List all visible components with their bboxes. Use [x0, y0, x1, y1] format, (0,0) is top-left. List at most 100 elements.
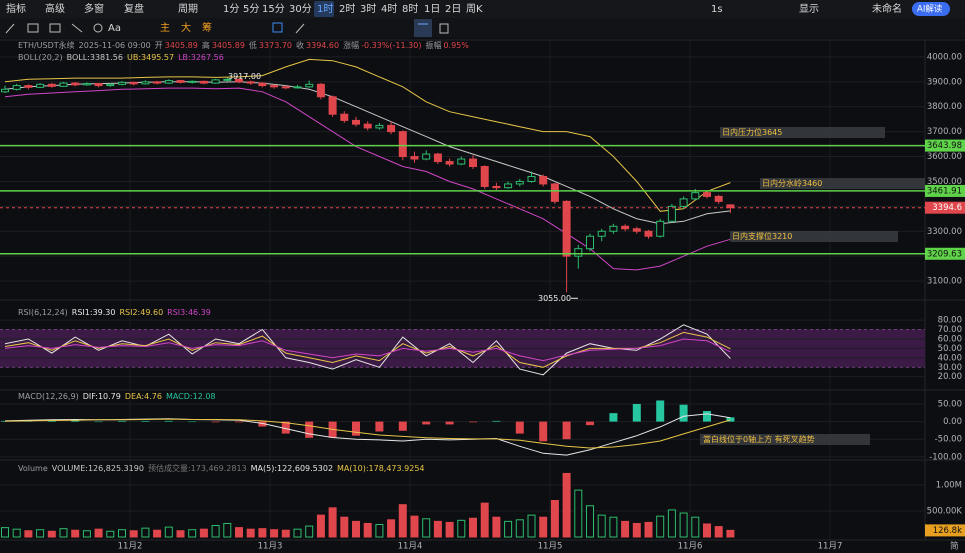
toolbar-item[interactable]: 5分 [243, 3, 259, 15]
toolbar-item[interactable]: 1时 [317, 3, 333, 15]
icon-pen[interactable] [295, 23, 305, 34]
toolbar-item[interactable]: 复盘 [124, 2, 144, 15]
icon-channel[interactable] [49, 23, 61, 33]
volume-bar [433, 520, 442, 538]
volume-bar [118, 529, 126, 538]
toolbar-item[interactable]: 1日 [424, 4, 440, 15]
text-tool[interactable]: Aa [108, 23, 121, 34]
mode[interactable]: 主 [160, 22, 170, 34]
y-tick-label: 3700.00 [927, 127, 962, 137]
toolbar-item[interactable]: 30分 [289, 3, 312, 15]
macd-bar [632, 403, 641, 422]
toolbar-item[interactable]: 1分 [223, 3, 239, 15]
volume-bar [164, 526, 173, 538]
candle-body [375, 124, 384, 129]
candle-body [176, 80, 185, 83]
info-label: 低 [249, 40, 257, 50]
icon-trash[interactable] [439, 23, 449, 34]
volume-bar [644, 521, 653, 538]
candle-body [199, 80, 208, 84]
toolbar-item[interactable]: 周期 [178, 3, 198, 15]
y-tick-label: 20.00 [938, 372, 962, 382]
info-label: 收 [296, 40, 304, 50]
candle-body [691, 192, 700, 200]
volume-bar [106, 530, 115, 538]
toolbar-item[interactable]: 多窗 [84, 2, 104, 15]
candle-body [340, 113, 349, 121]
volume-bar [340, 516, 349, 538]
level-label: 3394.6 [932, 203, 962, 213]
icon-active[interactable] [414, 19, 432, 37]
x-tick-label: 11月3 [258, 542, 283, 552]
x-tick-label: 11月4 [398, 542, 423, 552]
volume-bar [24, 530, 33, 538]
icon-shape[interactable] [93, 23, 103, 33]
x-tick-label: 11月6 [678, 542, 703, 552]
toolbar-right-item[interactable]: 未命名 [872, 2, 902, 15]
info-value: 3405.89 [212, 41, 245, 50]
info-value: 3373.70 [259, 41, 292, 50]
level-tag [925, 184, 965, 197]
toolbar-item[interactable]: 8时 [402, 3, 418, 15]
icon-line[interactable] [5, 23, 15, 34]
volume-bar [480, 502, 489, 538]
volume-bar [527, 514, 536, 538]
toolbar-item[interactable]: 2日 [445, 4, 461, 15]
info-value: 3394.60 [306, 41, 339, 50]
candle-body [422, 153, 431, 160]
toolbar-right-item[interactable]: 显示 [799, 3, 819, 15]
macd-bar [609, 413, 618, 422]
mode[interactable]: 大 [181, 21, 191, 34]
candle-body [281, 86, 290, 89]
rsi-header: RSI(6,12,24) RSI1:39.30 RSI2:49.60 RSI3:46.… [18, 308, 211, 317]
toolbar-right-item[interactable]: 1s [711, 4, 723, 15]
volume-bar [47, 530, 56, 538]
candle-body [258, 82, 267, 87]
toolbar-item[interactable]: 高级 [45, 2, 65, 15]
y-tick-label: 50.00 [938, 399, 962, 409]
toolbar-item[interactable]: 4时 [381, 3, 397, 15]
icon-fib[interactable] [71, 23, 83, 33]
candle-body [223, 78, 232, 81]
icon-cursor[interactable] [272, 22, 283, 33]
candle-body [305, 83, 314, 88]
indicator-line: BOLL(20,2) BOLL:3381.56 UB:3495.57 LB:3267.… [18, 53, 224, 62]
candle-body [47, 83, 56, 87]
candle-body [656, 220, 665, 237]
volume-bar [679, 512, 688, 538]
volume-bar [398, 504, 407, 538]
toolbar-item[interactable]: 周K [466, 3, 483, 15]
candle-body [235, 78, 243, 83]
candle-body [71, 82, 80, 86]
macd-bar [422, 421, 431, 425]
mode[interactable]: 筹 [202, 21, 212, 34]
candle-body [363, 123, 372, 129]
toolbar-item[interactable]: 2时 [339, 3, 355, 15]
macd-bar [258, 421, 267, 427]
rsi-title: RSI(6,12,24) [18, 308, 68, 317]
toolbar-item[interactable]: 指标 [6, 2, 26, 15]
active-interval [314, 1, 334, 17]
series-line [4, 58, 731, 212]
toolbar-item[interactable]: 15分 [262, 3, 285, 15]
legend-entry: MACD:12.08 [166, 392, 216, 401]
macd-header: MACD(12,26,9) DIF:10.79 DEA:4.76 MACD:12.08 [18, 392, 216, 401]
max-label: 3917.00 [228, 72, 261, 81]
volume-bar [94, 528, 103, 538]
volume-bar [176, 530, 185, 538]
ai-button[interactable] [912, 2, 950, 16]
info-label: 振幅 [425, 40, 441, 50]
info-value: -0.33%(-11.30) [361, 41, 421, 50]
last-volume-label: 126.8k [933, 526, 962, 536]
macd-bar [141, 420, 150, 422]
volume-bar [703, 523, 711, 538]
y-tick-label: 80.00 [938, 316, 962, 326]
y-tick-label: 3900.00 [927, 77, 962, 87]
toolbar-item[interactable]: 3时 [360, 3, 376, 15]
volume-bar [621, 520, 630, 538]
volume-bar [515, 519, 524, 538]
volume-bar [188, 529, 197, 538]
toolbar-right-item[interactable]: AI解读 [917, 4, 943, 15]
volume-bar [235, 527, 243, 538]
icon-rect[interactable] [27, 23, 39, 33]
